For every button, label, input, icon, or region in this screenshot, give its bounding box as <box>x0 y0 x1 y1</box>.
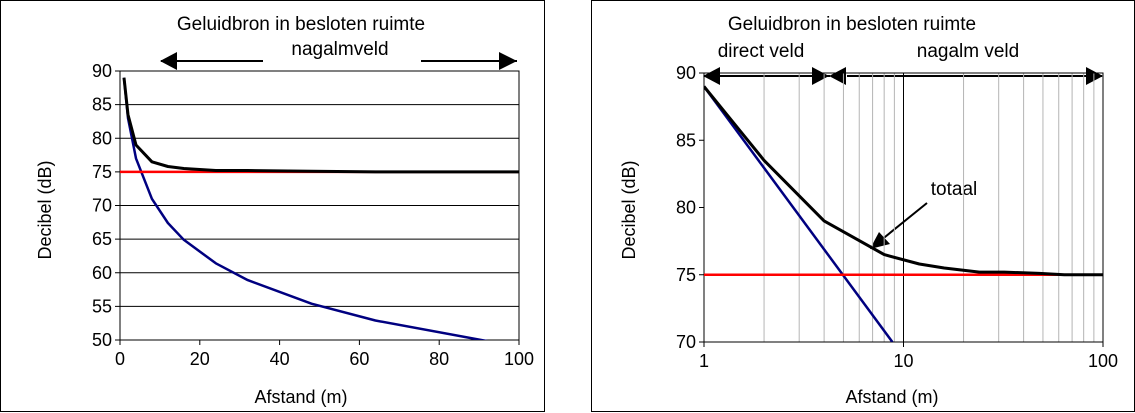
y-tick-label: 90 <box>92 61 112 81</box>
x-tick-label: 1 <box>699 351 709 371</box>
reverb-field-label: nagalm veld <box>917 41 1019 62</box>
y-tick-label: 60 <box>92 263 112 283</box>
x-tick-label: 20 <box>190 349 210 369</box>
x-axis-label: Afstand (m) <box>845 387 938 407</box>
x-tick-label: 40 <box>270 349 290 369</box>
series-line-total <box>122 77 519 174</box>
y-tick-label: 70 <box>92 196 112 216</box>
field-arrows <box>703 67 1103 249</box>
y-tick-label: 85 <box>676 130 696 150</box>
x-tick-label: 80 <box>429 349 449 369</box>
y-tick-label: 55 <box>92 296 112 316</box>
field-arrow <box>160 52 517 70</box>
field-label: nagalmveld <box>291 39 388 60</box>
x-tick-label: 60 <box>349 349 369 369</box>
x-tick-label: 100 <box>504 349 534 369</box>
y-tick-label: 75 <box>92 162 112 182</box>
y-tick-label: 90 <box>676 63 696 83</box>
chart-panel-linear: Geluidbron in besloten ruimte nagalmveld… <box>0 0 545 412</box>
y-tick-label: 75 <box>676 265 696 285</box>
y-axis-label: Decibel (dB) <box>619 160 639 259</box>
y-tick-label: 65 <box>92 229 112 249</box>
chart-panel-log: Geluidbron in besloten ruimte direct vel… <box>591 0 1135 412</box>
y-tick-label: 85 <box>92 95 112 115</box>
y-axis-label: Decibel (dB) <box>35 160 55 259</box>
y-tick-label: 70 <box>676 332 696 352</box>
y-tick-label: 80 <box>676 198 696 218</box>
series-line-direct <box>122 77 489 340</box>
series-line-total <box>704 85 1103 277</box>
y-tick-label: 50 <box>92 330 112 350</box>
chart-linear: Geluidbron in besloten ruimte nagalmveld… <box>35 14 534 407</box>
x-tick-label: 100 <box>1088 351 1118 371</box>
direct-field-label: direct veld <box>718 41 805 62</box>
series-line-direct <box>704 85 894 342</box>
chart-title: Geluidbron in besloten ruimte <box>177 14 425 35</box>
chart-title: Geluidbron in besloten ruimte <box>728 14 976 35</box>
x-tick-label: 10 <box>893 351 913 371</box>
total-label: totaal <box>931 179 977 200</box>
y-tick-label: 80 <box>92 128 112 148</box>
x-tick-label: 0 <box>115 349 125 369</box>
chart-log: Geluidbron in besloten ruimte direct vel… <box>619 14 1118 407</box>
x-axis-label: Afstand (m) <box>254 387 347 407</box>
